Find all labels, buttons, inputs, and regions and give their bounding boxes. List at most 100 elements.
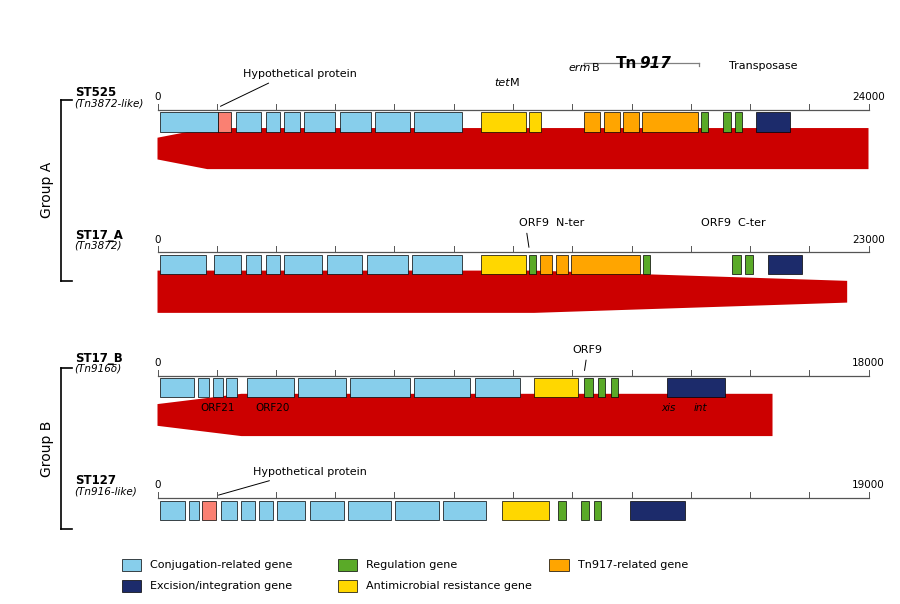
Bar (581, 501, 590, 520)
Bar (598, 378, 606, 397)
Bar (277, 501, 305, 520)
Bar (310, 501, 344, 520)
Polygon shape (158, 271, 847, 313)
Bar (734, 112, 742, 132)
Polygon shape (158, 128, 868, 169)
Bar (584, 112, 599, 132)
Bar (159, 378, 194, 397)
Text: Conjugation-related gene: Conjugation-related gene (150, 560, 292, 570)
Bar (723, 112, 731, 132)
Bar (348, 501, 391, 520)
Text: (Tn916δ): (Tn916δ) (75, 364, 122, 374)
Bar (218, 112, 230, 132)
Bar (189, 501, 199, 520)
Text: 18000: 18000 (852, 358, 885, 368)
Bar (236, 112, 261, 132)
Bar (745, 255, 753, 274)
Text: 0: 0 (154, 92, 161, 102)
Bar (220, 501, 237, 520)
Text: Group A: Group A (40, 162, 54, 219)
Bar (572, 255, 640, 274)
Bar (623, 112, 639, 132)
Bar (414, 378, 471, 397)
Text: Excision/integration gene: Excision/integration gene (150, 581, 292, 591)
Bar (540, 255, 552, 274)
Bar (304, 112, 335, 132)
Bar (643, 112, 698, 132)
Bar (198, 378, 209, 397)
Text: Antimicrobial resistance gene: Antimicrobial resistance gene (366, 581, 532, 591)
Bar (284, 112, 300, 132)
Bar (159, 255, 206, 274)
Text: ORF21: ORF21 (201, 403, 235, 414)
Text: 0: 0 (154, 480, 161, 490)
Text: int: int (694, 403, 707, 414)
Text: ORF9: ORF9 (572, 344, 603, 370)
Bar (528, 112, 542, 132)
Text: (Tn3872): (Tn3872) (75, 240, 122, 251)
Text: Hypothetical protein: Hypothetical protein (219, 467, 367, 495)
Bar (227, 378, 237, 397)
Text: ORF9  N-ter: ORF9 N-ter (519, 217, 585, 247)
Bar (122, 559, 141, 571)
Bar (644, 255, 650, 274)
Text: ST127: ST127 (75, 474, 116, 487)
Text: B: B (592, 63, 599, 73)
Bar (667, 378, 724, 397)
Text: 23000: 23000 (852, 234, 885, 245)
Bar (611, 378, 618, 397)
Bar (214, 255, 241, 274)
Bar (529, 255, 535, 274)
Text: ORF9  C-ter: ORF9 C-ter (701, 217, 766, 228)
Text: Tn917-related gene: Tn917-related gene (578, 560, 689, 570)
Bar (350, 378, 410, 397)
Text: 0: 0 (154, 234, 161, 245)
Bar (202, 501, 216, 520)
Bar (414, 112, 462, 132)
Bar (555, 255, 568, 274)
Bar (298, 378, 346, 397)
Bar (474, 378, 520, 397)
Bar (584, 378, 592, 397)
Text: Regulation gene: Regulation gene (366, 560, 457, 570)
Polygon shape (158, 394, 772, 436)
Bar (241, 501, 255, 520)
Bar (375, 112, 410, 132)
Bar (339, 112, 371, 132)
Bar (768, 255, 802, 274)
Text: 0: 0 (154, 358, 161, 368)
Text: Hypothetical protein: Hypothetical protein (220, 69, 356, 106)
Bar (284, 255, 322, 274)
Bar (395, 501, 439, 520)
Text: M: M (510, 78, 520, 88)
Text: 19000: 19000 (852, 480, 885, 490)
Bar (367, 255, 408, 274)
Bar (502, 501, 549, 520)
Bar (701, 112, 707, 132)
Bar (338, 580, 357, 592)
Bar (159, 112, 218, 132)
Text: Tn: Tn (616, 56, 637, 71)
Bar (122, 580, 141, 592)
Bar (213, 378, 223, 397)
Bar (604, 112, 620, 132)
Bar (756, 112, 790, 132)
Bar (594, 501, 601, 520)
Bar (630, 501, 685, 520)
Bar (535, 378, 579, 397)
Text: ORF20: ORF20 (256, 403, 290, 414)
Text: 917: 917 (639, 56, 670, 71)
Bar (159, 501, 184, 520)
Text: Transposase: Transposase (729, 61, 797, 71)
Bar (732, 255, 741, 274)
Text: xis: xis (661, 403, 675, 414)
Bar (248, 378, 294, 397)
Bar (444, 501, 486, 520)
Bar (549, 559, 569, 571)
Bar (266, 255, 280, 274)
Bar (481, 255, 526, 274)
Text: 24000: 24000 (852, 92, 885, 102)
Text: ST525: ST525 (75, 86, 116, 99)
Text: (Tn3872-like): (Tn3872-like) (75, 98, 144, 108)
Bar (481, 112, 526, 132)
